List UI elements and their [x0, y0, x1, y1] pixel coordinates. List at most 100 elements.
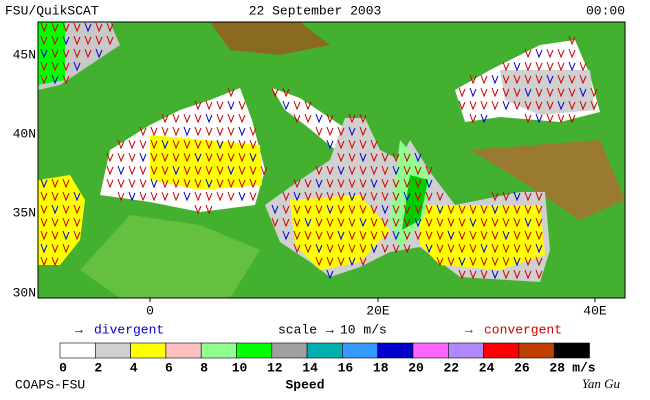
wind-arrow: [392, 178, 400, 189]
wind-arrow: [480, 256, 488, 267]
wind-arrow: [51, 178, 59, 189]
wind-arrow: [348, 165, 356, 176]
wind-arrow: [205, 204, 213, 215]
colorbar-swatch: [342, 342, 378, 359]
wind-arrow: [194, 178, 202, 189]
wind-arrow: [348, 113, 356, 124]
wind-arrow: [524, 48, 532, 59]
colorbar-swatch: [165, 342, 202, 359]
wind-arrow: [326, 191, 334, 202]
wind-arrow: [117, 152, 125, 163]
wind-arrow: [62, 217, 70, 228]
wind-arrow: [469, 243, 477, 254]
sea: [402, 175, 428, 230]
wind-arrow: [139, 126, 147, 137]
wind-arrow: [304, 178, 312, 189]
wind-arrow: [546, 48, 554, 59]
sea: [290, 195, 390, 270]
wind-arrow: [304, 243, 312, 254]
wind-arrow: [304, 100, 312, 111]
wind-arrow: [62, 191, 70, 202]
wind-arrow: [480, 269, 488, 280]
wind-arrow: [337, 217, 345, 228]
wind-arrow: [480, 204, 488, 215]
colorbar-tick-label: 24: [479, 360, 495, 375]
wind-arrow: [183, 139, 191, 150]
wind-arrow: [469, 256, 477, 267]
wind-arrow: [40, 35, 48, 46]
wind-arrow: [502, 217, 510, 228]
wind-arrow: [249, 139, 257, 150]
wind-arrow: [326, 204, 334, 215]
wind-arrow: [392, 152, 400, 163]
wind-arrow: [436, 204, 444, 215]
wind-arrow: [524, 100, 532, 111]
map-frame: [37, 21, 626, 299]
wind-arrow: [480, 113, 488, 124]
wind-arrow: [293, 113, 301, 124]
wind-arrow: [326, 165, 334, 176]
wind-arrow: [392, 230, 400, 241]
wind-arrow: [359, 126, 367, 137]
wind-arrow: [51, 61, 59, 72]
mountains: [470, 140, 625, 220]
wind-arrow: [535, 256, 543, 267]
wind-arrow: [194, 126, 202, 137]
wind-arrow: [425, 204, 433, 215]
wind-arrow: [414, 217, 422, 228]
wind-arrow: [95, 35, 103, 46]
wind-arrow: [491, 87, 499, 98]
wind-arrow: [348, 152, 356, 163]
wind-arrow: [62, 48, 70, 59]
colorbar-swatch: [412, 342, 449, 359]
wind-arrow: [524, 204, 532, 215]
wind-arrow: [337, 126, 345, 137]
wind-arrow: [403, 191, 411, 202]
wind-arrow: [326, 217, 334, 228]
divergent-arrow: →: [75, 322, 83, 337]
wind-arrow: [370, 217, 378, 228]
wind-arrow: [293, 191, 301, 202]
wind-arrow: [491, 100, 499, 111]
wind-arrow: [502, 87, 510, 98]
wind-arrow: [51, 191, 59, 202]
wind-arrow: [172, 113, 180, 124]
wind-arrow: [447, 256, 455, 267]
wind-arrow: [458, 243, 466, 254]
wind-arrow: [271, 217, 279, 228]
wind-arrow: [535, 230, 543, 241]
wind-arrow: [337, 230, 345, 241]
wind-arrow: [535, 100, 543, 111]
wind-arrow: [469, 87, 477, 98]
wind-arrow: [370, 165, 378, 176]
convergent-arrow: →: [465, 322, 473, 337]
wind-arrow: [216, 165, 224, 176]
wind-arrow: [227, 139, 235, 150]
wind-arrow: [425, 230, 433, 241]
colorbar-tick-label: 26: [514, 360, 530, 375]
wind-arrow: [227, 165, 235, 176]
wind-arrow: [40, 48, 48, 59]
wind-arrow: [568, 61, 576, 72]
wind-arrow: [403, 243, 411, 254]
wind-arrow: [271, 204, 279, 215]
wind-arrow: [304, 204, 312, 215]
wind-arrow: [326, 126, 334, 137]
wind-arrow: [161, 152, 169, 163]
wind-arrow: [40, 61, 48, 72]
wind-arrow: [337, 243, 345, 254]
wind-arrow: [172, 178, 180, 189]
wind-arrow: [414, 178, 422, 189]
wind-arrow: [194, 165, 202, 176]
wind-arrow: [370, 243, 378, 254]
wind-arrow: [293, 243, 301, 254]
wind-arrow: [436, 256, 444, 267]
wind-arrow: [535, 269, 543, 280]
wind-arrow: [139, 178, 147, 189]
wind-arrow: [205, 139, 213, 150]
wind-arrow: [128, 191, 136, 202]
lat-label: 45N: [13, 47, 36, 62]
wind-arrow: [524, 74, 532, 85]
wind-arrow: [238, 126, 246, 137]
wind-arrow: [381, 217, 389, 228]
